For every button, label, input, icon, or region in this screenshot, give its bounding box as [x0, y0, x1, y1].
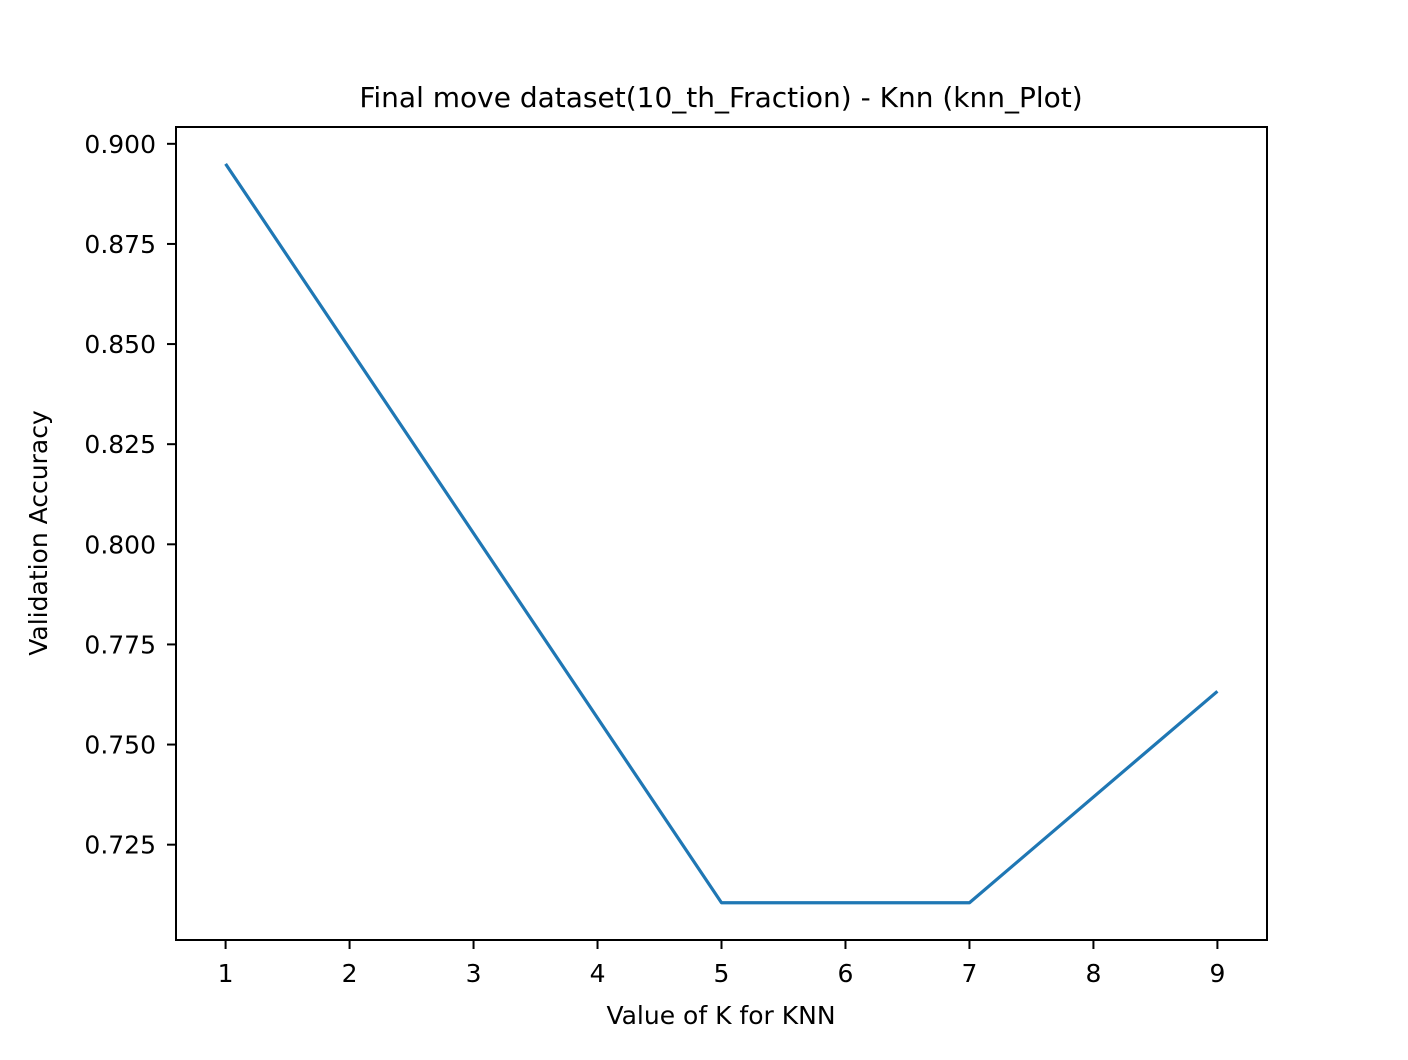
x-tick-label: 7 [962, 959, 978, 988]
x-tick-label: 6 [838, 959, 854, 988]
x-tick-label: 9 [1209, 959, 1225, 988]
y-tick-label: 0.875 [84, 230, 156, 259]
x-tick-label: 1 [218, 959, 234, 988]
x-tick-label: 3 [466, 959, 482, 988]
y-tick-label: 0.900 [84, 130, 156, 159]
y-axis-label: Validation Accuracy [24, 410, 53, 656]
series-line-1 [224, 162, 1219, 905]
chart-title: Final move dataset(10_th_Fraction) - Knn… [359, 81, 1082, 114]
y-tick-label: 0.750 [84, 731, 156, 760]
y-tick-label: 0.850 [84, 330, 156, 359]
plot-area: 1 2 3 4 5 6 7 8 9 0.900 0.875 0.850 0.825 0.800 0.775 0… [84, 126, 1268, 988]
y-tick-label: 0.775 [84, 630, 156, 659]
x-axis-label: Value of K for KNN [606, 1001, 835, 1030]
x-tick-label: 5 [714, 959, 730, 988]
x-tick-label: 8 [1085, 959, 1101, 988]
y-tick-label: 0.800 [84, 530, 156, 559]
y-tick-label: 0.725 [84, 831, 156, 860]
y-tick-label: 0.825 [84, 430, 156, 459]
x-tick-label: 4 [590, 959, 606, 988]
x-tick-label: 2 [342, 959, 358, 988]
